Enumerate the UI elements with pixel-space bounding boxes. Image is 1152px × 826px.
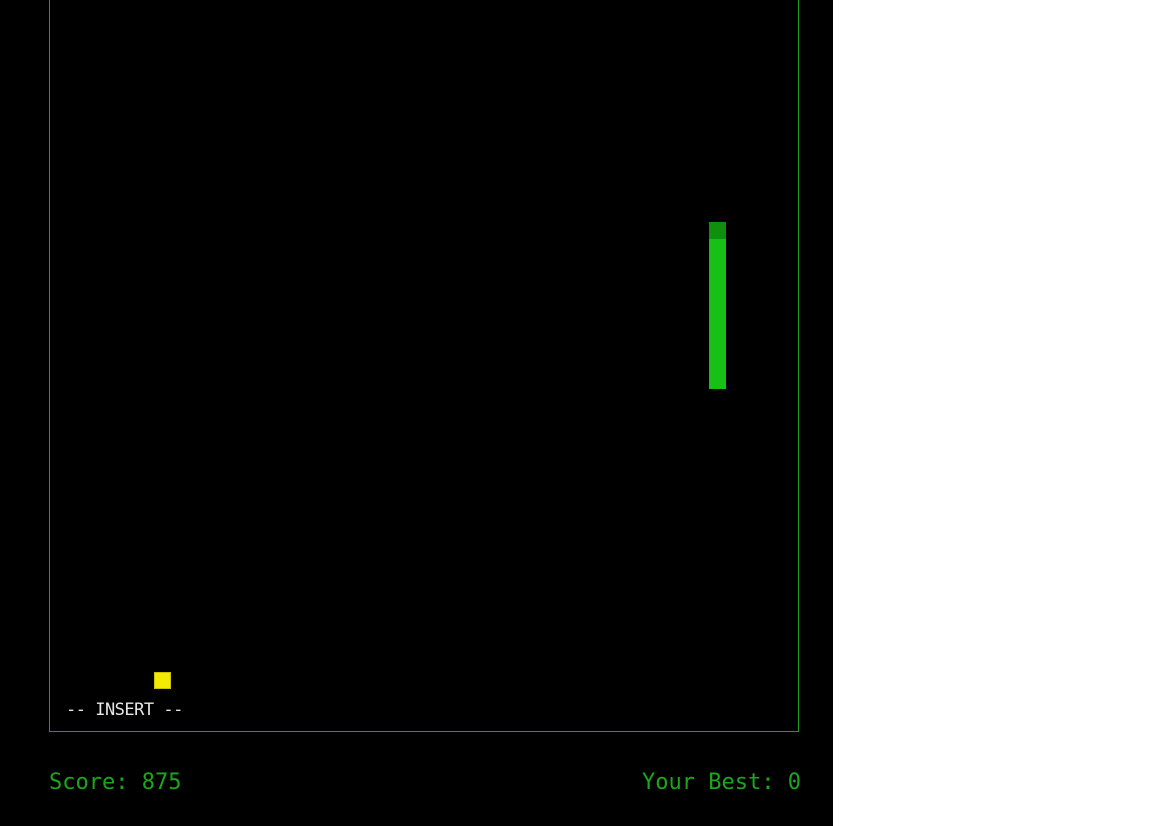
snake-segment bbox=[709, 322, 726, 339]
game-board[interactable] bbox=[49, 0, 799, 732]
snake-head bbox=[709, 222, 726, 239]
snake-segment bbox=[709, 288, 726, 306]
snake-segment bbox=[709, 305, 726, 323]
game-panel: -- INSERT -- Score: 875 Your Best: 0 bbox=[0, 0, 833, 826]
snake-segment bbox=[709, 272, 726, 289]
snake bbox=[709, 222, 726, 389]
snake-segment bbox=[709, 238, 726, 256]
best-score-display: Your Best: 0 bbox=[642, 770, 801, 795]
mode-indicator: -- INSERT -- bbox=[66, 700, 183, 720]
snake-segment bbox=[709, 255, 726, 273]
snake-segment bbox=[709, 372, 726, 389]
snake-segment bbox=[709, 355, 726, 373]
score-display: Score: 875 bbox=[49, 770, 182, 795]
snake-segment bbox=[709, 338, 726, 356]
food-pellet bbox=[154, 672, 171, 689]
